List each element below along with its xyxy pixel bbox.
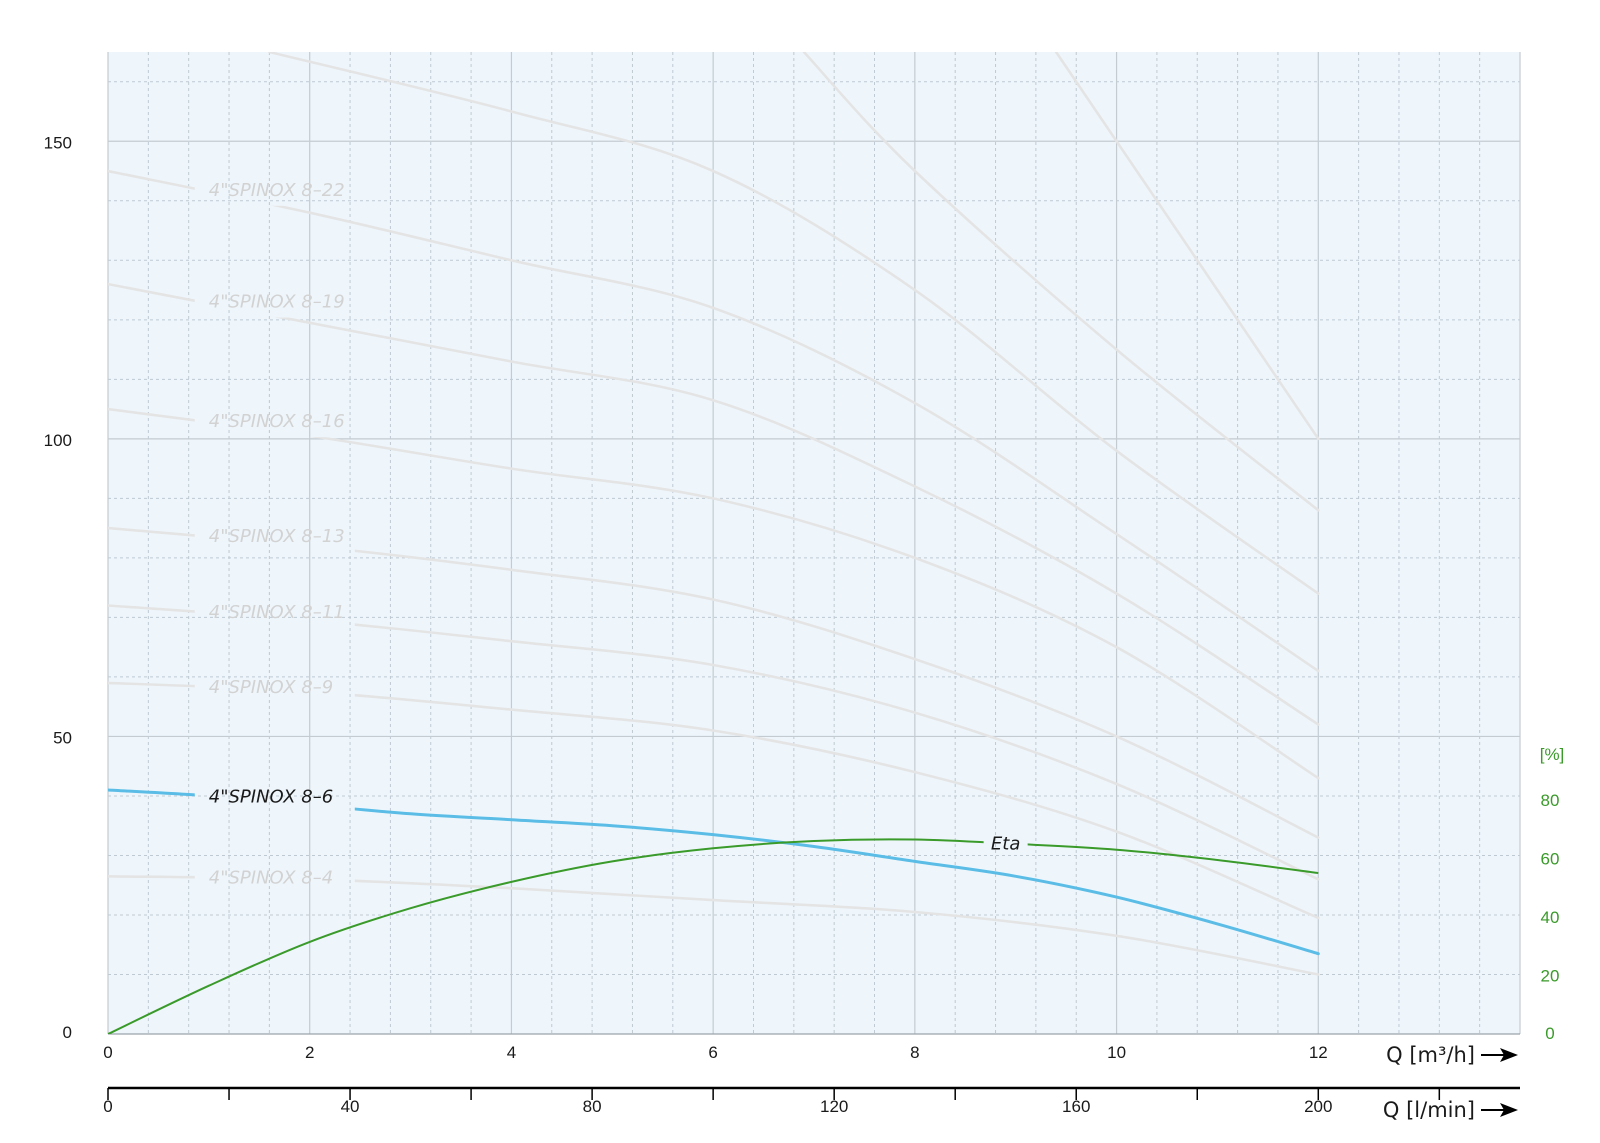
curve-series [108, 52, 1320, 1034]
x2-tick-label: 0 [103, 1097, 112, 1116]
grid-minor [108, 52, 1520, 1034]
x-tick-label: 10 [1107, 1043, 1126, 1062]
series-curve-4-spinox-8-6 [108, 788, 1320, 956]
y-tick-label: 0 [63, 1023, 72, 1042]
grid-major [107, 52, 1521, 1035]
series-curve-4-spinox-8-16 [108, 407, 1320, 780]
series-label-4-spinox-8-22: 4"SPINOX 8–22 [209, 180, 345, 201]
x-tick-label: 2 [305, 1043, 314, 1062]
x-tick-label: 0 [103, 1043, 112, 1062]
y2-tick-label: 20 [1541, 967, 1560, 986]
series-curve-unlabeled [802, 52, 1320, 512]
series-curve-4-spinox-8-9 [108, 681, 1320, 920]
x2-tick-label: 80 [583, 1097, 602, 1116]
y2-tick-label: 40 [1541, 908, 1560, 927]
series-label-4-spinox-8-4: 4"SPINOX 8–4 [209, 868, 333, 889]
y-tick-label: 50 [53, 728, 72, 747]
x-tick-label: 12 [1309, 1043, 1328, 1062]
series-label-4-spinox-8-16: 4"SPINOX 8–16 [209, 411, 345, 432]
y2-tick-label: 80 [1541, 791, 1560, 810]
x-axis-unit-label: Q [m³/h] [1386, 1043, 1475, 1067]
x2-axis-unit-label: Q [l/min] [1383, 1098, 1475, 1122]
series-label-4-spinox-8-13: 4"SPINOX 8–13 [209, 526, 345, 547]
x2-tick-label: 200 [1304, 1097, 1332, 1116]
x-tick-label: 8 [910, 1043, 919, 1062]
series-label-4-spinox-8-11: 4"SPINOX 8–11 [209, 602, 345, 623]
series-curve-4-spinox-8-22 [108, 169, 1320, 673]
x2-tick-label: 160 [1062, 1097, 1090, 1116]
efficiency-label: Eta [991, 833, 1020, 854]
x-tick-label: 6 [708, 1043, 717, 1062]
series-curve-unlabeled [268, 52, 1320, 595]
curve-labels: 4"SPINOX 8–4 4"SPINOX 8–9 4"SPINOX 8–11 4"S… [209, 180, 1021, 889]
plot-background [108, 52, 1520, 1034]
series-label-4-spinox-8-9: 4"SPINOX 8–9 [209, 677, 333, 698]
y2-tick-label: 0 [1545, 1024, 1554, 1043]
x2-tick-label: 120 [820, 1097, 848, 1116]
series-label-4-spinox-8-6: 4"SPINOX 8–6 [209, 787, 333, 808]
x-axis-arrow-head [1500, 1048, 1518, 1062]
series-curve-4-spinox-8-19 [108, 282, 1320, 726]
x2-tick-label: 40 [341, 1097, 360, 1116]
series-curve-4-spinox-8-11 [108, 604, 1320, 881]
efficiency-curve [108, 838, 1319, 1034]
x-tick-label: 4 [507, 1043, 516, 1062]
series-curve-4-spinox-8-4 [108, 875, 1320, 976]
y-tick-label: 100 [44, 431, 72, 450]
x2-axis-arrow-head [1500, 1103, 1518, 1117]
y-tick-label: 150 [44, 133, 72, 152]
series-curve-4-spinox-8-13 [108, 526, 1320, 839]
y2-axis-unit-label: [%] [1540, 745, 1565, 764]
series-curve-unlabeled [1054, 52, 1320, 441]
y2-tick-label: 60 [1541, 850, 1560, 869]
series-label-4-spinox-8-19: 4"SPINOX 8–19 [209, 292, 345, 313]
